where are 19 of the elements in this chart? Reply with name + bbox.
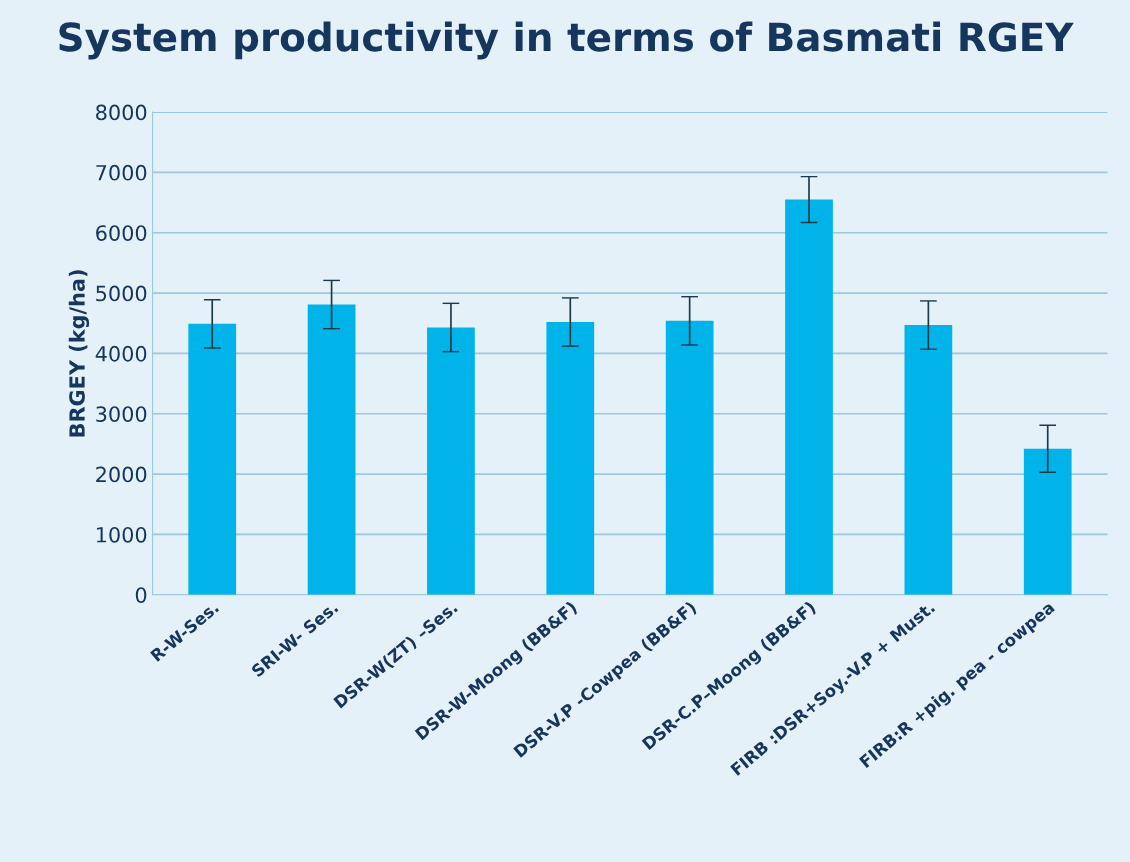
y-axis-title: BRGEY (kg/ha) [68,270,90,437]
bar [785,199,833,595]
y-tick-label: 8000 [96,104,147,121]
bar [904,325,953,595]
y-tick-label: 6000 [96,225,147,241]
y-tick-label: 1000 [96,526,147,543]
bar [546,322,595,595]
bar [1023,448,1072,595]
bar [307,304,356,595]
y-tick-label: 4000 [95,345,147,362]
y-tick-label: 7000 [96,164,147,181]
bar [665,320,714,595]
y-tick-label: 3000 [96,406,147,422]
chart-title: System productivity in terms of Basmati RGEY [59,21,1074,60]
bar [188,323,237,595]
bar [427,327,475,595]
y-tick-label: 2000 [96,466,147,483]
y-tick-label: 5000 [96,285,147,302]
y-tick-label: 0 [135,587,147,603]
